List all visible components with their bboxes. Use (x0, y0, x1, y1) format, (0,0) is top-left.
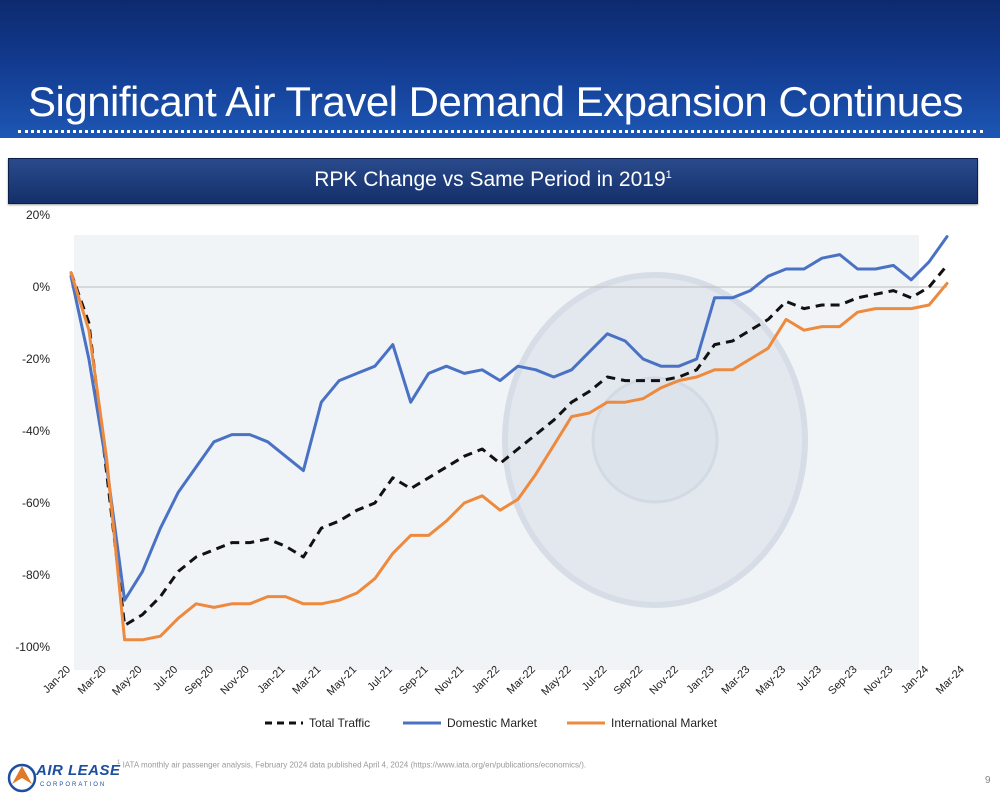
y-tick-label: 20% (26, 208, 50, 222)
y-tick-label: -100% (15, 640, 50, 654)
chart-title-text: RPK Change vs Same Period in 2019 (314, 168, 666, 191)
footnote-mark: 1 (117, 760, 121, 766)
y-tick-label: 0% (33, 280, 51, 294)
page-title: Significant Air Travel Demand Expansion … (28, 78, 964, 125)
footnote: 1 IATA monthly air passenger analysis, F… (117, 760, 586, 770)
series-line-domestic-market (69, 235, 949, 602)
chart-title: RPK Change vs Same Period in 20191 (9, 168, 977, 192)
x-tick-label: Jan-20 (41, 664, 73, 696)
subtitle-bar: RPK Change vs Same Period in 20191 (8, 158, 978, 204)
legend-label: International Market (611, 716, 718, 730)
y-tick-label: -20% (22, 352, 50, 366)
logo-subtext: CORPORATION (40, 782, 107, 788)
legend-label: Domestic Market (447, 716, 538, 730)
line-chart: 20%0%-20%-40%-60%-80%-100%Jan-20 Mar-20 Ma… (15, 208, 967, 730)
series-line-total-traffic (69, 264, 949, 627)
legend-label: Total Traffic (309, 716, 370, 730)
logo-text: AIR LEASE (36, 762, 121, 779)
header-banner: Significant Air Travel Demand Expansion … (0, 0, 1000, 138)
y-tick-label: -40% (22, 424, 50, 438)
chart-title-footnote-mark: 1 (665, 169, 672, 181)
dotted-divider (18, 130, 983, 133)
footnote-text: IATA monthly air passenger analysis, Feb… (122, 760, 587, 770)
y-tick-label: -80% (22, 568, 50, 582)
engine-fan-shape (591, 376, 719, 504)
x-tick-label: Mar-24 (934, 664, 967, 697)
y-tick-label: -60% (22, 496, 50, 510)
airplane-logo-icon (7, 763, 37, 793)
company-logo: AIR LEASE CORPORATION (6, 758, 120, 798)
page-number: 9 (985, 775, 991, 786)
series-line-international-market (69, 271, 949, 642)
